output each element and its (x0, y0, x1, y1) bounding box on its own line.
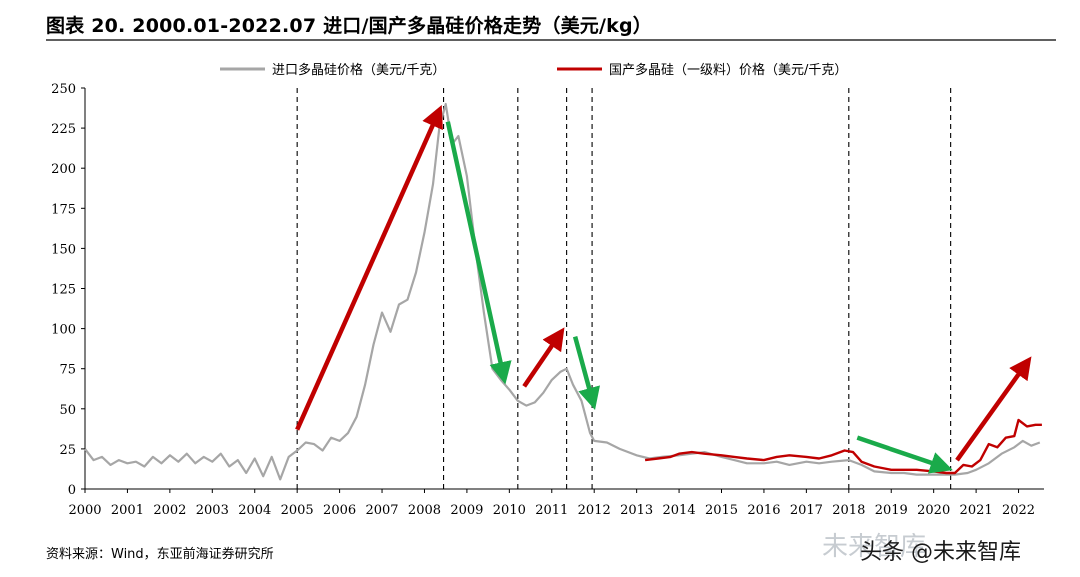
x-tick-label: 2021 (960, 503, 993, 518)
x-tick-label: 2005 (281, 503, 314, 518)
y-tick-label: 50 (59, 403, 76, 418)
legend: 进口多晶硅价格（美元/千克） 国产多晶硅（一级料）价格（美元/千克） (220, 62, 847, 78)
x-tick-label: 2022 (1002, 503, 1035, 518)
x-tick-label: 2007 (365, 503, 398, 518)
legend-label-domestic: 国产多晶硅（一级料）价格（美元/千克） (609, 62, 847, 78)
x-tick-label: 2014 (663, 503, 696, 518)
x-tick-label: 2018 (832, 503, 865, 518)
trend-arrow-down (572, 336, 600, 411)
x-tick-label: 2011 (535, 503, 568, 518)
x-tick-label: 2002 (153, 503, 186, 518)
series-line-imported (84, 102, 1041, 481)
trend-arrow-up (295, 104, 443, 431)
x-tick-label: 2009 (450, 503, 483, 518)
x-tick-label: 2019 (875, 503, 908, 518)
x-tick-label: 2006 (323, 503, 356, 518)
y-tick-label: 100 (51, 323, 76, 338)
trend-arrows (295, 104, 1032, 474)
page-title: 图表 20. 2000.01-2022.07 进口/国产多晶硅价格走势（美元/k… (46, 15, 652, 37)
y-tick-label: 225 (51, 122, 76, 137)
x-tick-label: 2012 (578, 503, 611, 518)
y-tick-label: 200 (51, 162, 76, 177)
y-tick-label: 175 (51, 202, 76, 217)
trend-arrow-up (522, 327, 565, 388)
axes: 0 25 50 75 100 125 150 175 200 225 250 2000 2001 2002… (51, 82, 1044, 518)
trend-arrow-up (955, 356, 1032, 462)
y-tick-label: 125 (51, 283, 76, 298)
trend-arrow-down (856, 435, 953, 474)
x-tick-label: 2017 (790, 503, 823, 518)
x-tick-label: 2010 (493, 503, 526, 518)
x-tick-label: 2016 (747, 503, 780, 518)
series-line-domestic (644, 418, 1042, 475)
y-tick-label: 25 (59, 443, 76, 458)
legend-label-imported: 进口多晶硅价格（美元/千克） (272, 62, 445, 78)
x-tick-label: 2003 (196, 503, 229, 518)
series-lines (84, 102, 1042, 481)
x-tick-label: 2008 (408, 503, 441, 518)
x-tick-label: 2015 (705, 503, 738, 518)
credit-text: 头条 @未来智库 (860, 540, 1021, 565)
trend-arrow-down (445, 121, 512, 385)
x-tick-label: 2013 (620, 503, 653, 518)
x-tick-label: 2020 (917, 503, 950, 518)
x-tick-label: 2000 (68, 503, 101, 518)
x-tick-label: 2004 (238, 503, 271, 518)
source-note: 资料来源：Wind，东亚前海证券研究所 (46, 547, 274, 562)
y-tick-label: 75 (59, 363, 76, 378)
x-tick-label: 2001 (111, 503, 144, 518)
period-dividers (296, 88, 952, 489)
y-tick-label: 150 (51, 242, 76, 257)
y-tick-label: 0 (68, 483, 76, 498)
watermark: 未来智库 (822, 532, 927, 562)
y-tick-label: 250 (51, 82, 76, 97)
